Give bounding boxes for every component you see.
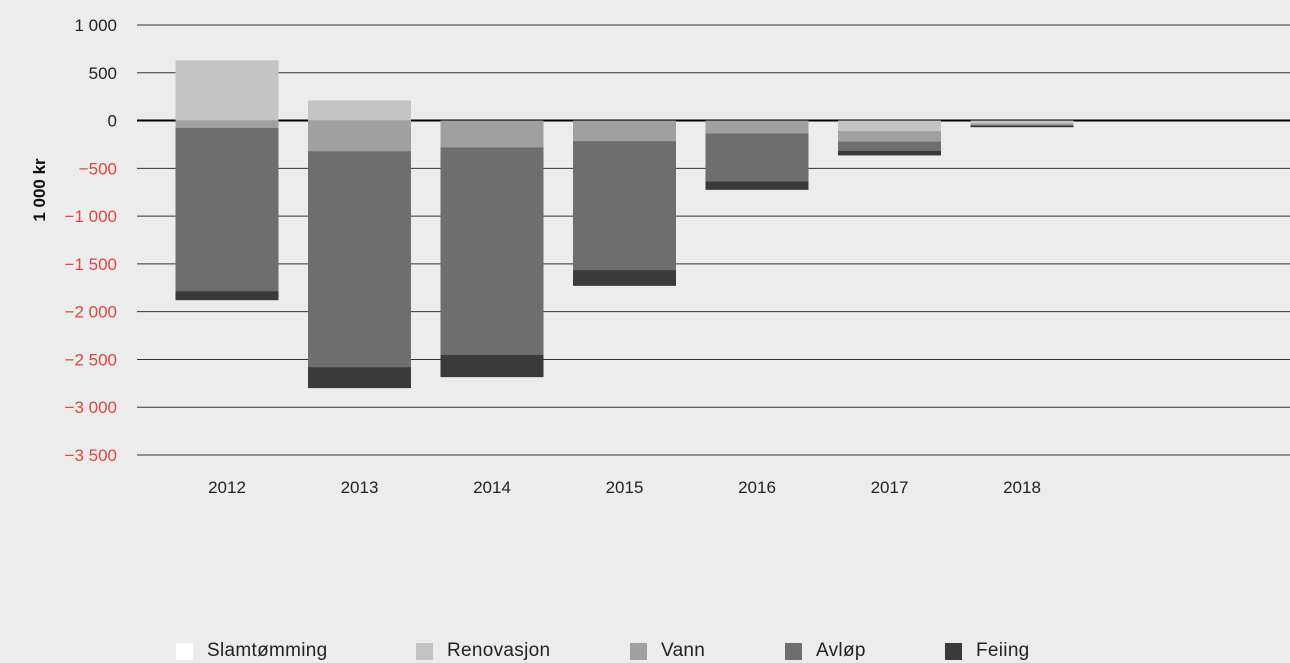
bar-segment	[838, 141, 941, 151]
legend-swatch	[176, 642, 193, 660]
x-category-label: 2013	[341, 478, 379, 497]
bar-layer	[175, 60, 1074, 389]
bar-segment	[440, 147, 544, 355]
y-tick-label: 1 000	[74, 16, 117, 35]
y-tick-label: −1 000	[65, 207, 117, 226]
legend-label: Feiing	[976, 640, 1030, 661]
legend: Slamtømming Renovasjon Vann Avløp Feiing	[0, 636, 1290, 663]
y-axis-title: 1 000 kr	[30, 158, 49, 222]
legend-swatch	[630, 642, 647, 660]
legend-item: Vann	[630, 640, 705, 662]
x-category-label: 2015	[606, 478, 644, 497]
bar-segment	[970, 123, 1074, 126]
bar-segment	[175, 60, 279, 121]
legend-label: Renovasjon	[447, 640, 551, 661]
y-tick-label: 0	[108, 112, 117, 131]
x-category-label: 2018	[1003, 478, 1041, 497]
bar-segment	[970, 120, 1074, 124]
legend-item: Feiing	[945, 640, 1030, 662]
y-tick-label: 500	[89, 64, 117, 83]
bar-segment	[308, 100, 411, 121]
bar-segment	[838, 120, 941, 132]
bar-segment	[440, 120, 544, 148]
bar-segment	[573, 141, 676, 271]
legend-item: Avløp	[785, 640, 866, 662]
x-category-label: 2017	[871, 478, 909, 497]
bar-segment	[705, 133, 809, 182]
bar-segment	[308, 151, 411, 368]
y-tick-label: −1 500	[65, 255, 117, 274]
bar-segment	[440, 354, 544, 378]
bar-segment	[308, 120, 411, 152]
y-tick-label: −3 000	[65, 398, 117, 417]
bar-segment	[175, 127, 279, 292]
bar-segment	[573, 270, 676, 286]
tick-layer: 1 000 500 0 −500 −1 000 −1 500 −2 000 −2 500 −3 …	[65, 16, 117, 465]
y-tick-label: −2 000	[65, 303, 117, 322]
bar-segment	[838, 131, 941, 142]
x-category-label: 2012	[208, 478, 246, 497]
x-category-label: 2016	[738, 478, 776, 497]
legend-item: Renovasjon	[416, 640, 550, 662]
legend-label: Slamtømming	[207, 640, 328, 661]
legend-label: Vann	[661, 640, 706, 661]
bar-segment	[308, 367, 411, 389]
bar-segment	[838, 150, 941, 156]
category-label-layer: 2012 2013 2014 2015 2016 2017 2018	[208, 478, 1041, 497]
bar-segment	[705, 181, 809, 190]
legend-item: Slamtømming	[176, 640, 327, 662]
bar-segment	[970, 125, 1074, 128]
x-category-label: 2014	[473, 478, 511, 497]
bar-segment	[175, 291, 279, 301]
legend-swatch	[945, 642, 962, 660]
legend-label: Avløp	[816, 640, 866, 661]
y-tick-label: −2 500	[65, 350, 117, 369]
bar-segment	[573, 120, 676, 142]
legend-swatch	[416, 642, 433, 660]
y-tick-label: −500	[79, 159, 117, 178]
legend-swatch	[785, 642, 802, 660]
bar-segment	[705, 120, 809, 134]
chart-svg: 1 000 500 0 −500 −1 000 −1 500 −2 000 −2 500 −3 …	[30, 16, 1290, 497]
y-tick-label: −3 500	[65, 446, 117, 465]
bar-segment	[175, 120, 279, 128]
